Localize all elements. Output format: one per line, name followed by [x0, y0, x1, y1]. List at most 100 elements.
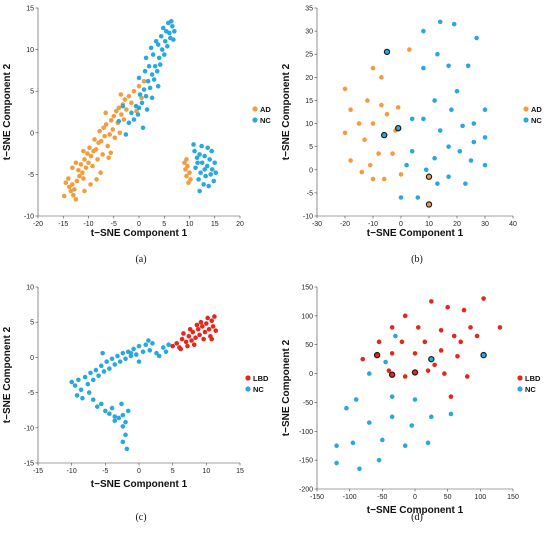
data-point-lbd [360, 356, 366, 362]
x-tick-label: -150 [310, 494, 324, 501]
data-point-nc [161, 52, 167, 57]
data-point-lbd [197, 332, 202, 338]
data-point-nc [109, 356, 115, 362]
data-point-nc [107, 366, 112, 371]
legend-label-nc: NC [531, 116, 542, 125]
y-tick-label: -150 [299, 458, 313, 465]
data-point-nc [128, 350, 134, 356]
data-point-lbd [389, 351, 395, 356]
legend-marker-nc [517, 386, 523, 392]
data-point-ad [183, 167, 188, 172]
data-point-nc [69, 379, 74, 385]
y-axis-label: t−SNE Component 2 [2, 326, 13, 423]
data-point-ad [68, 188, 74, 194]
data-point-ad [395, 105, 401, 110]
data-point-nc [199, 160, 205, 166]
data-point-nc [76, 377, 81, 383]
data-point-lbd [402, 374, 408, 379]
data-point-nc [451, 21, 457, 27]
data-point-nc [435, 51, 440, 57]
y-tick-label: -5 [28, 390, 34, 397]
x-tick-label: 50 [444, 494, 452, 501]
data-point-nc [194, 155, 200, 161]
data-point-lbd [212, 314, 217, 319]
data-point-nc [393, 333, 398, 339]
y-tick-label: 5 [30, 320, 34, 327]
x-tick-label: 15 [211, 221, 219, 228]
data-point-nc [191, 142, 196, 147]
data-point-ad [108, 118, 114, 123]
data-point-lbd [179, 336, 185, 342]
data-point-ad [72, 187, 77, 192]
data-point-nc [112, 418, 118, 424]
y-tick-label: -100 [299, 429, 313, 436]
data-point-ad [66, 176, 71, 181]
data-point-lbd [209, 336, 215, 342]
data-point-lbd [193, 335, 198, 340]
data-point-nc [437, 128, 443, 133]
highlighted-point-lbd [388, 371, 396, 378]
chart-panel-a: -20 -15 -10 -5 0 5 10 15 20 -10 -5 0 5 10 15 t−SNE Comp… [2, 6, 271, 266]
data-point-ad [398, 172, 404, 177]
data-point-ad [129, 100, 134, 106]
data-point-nc [482, 107, 488, 112]
x-tick-label: 100 [474, 494, 486, 501]
data-point-lbd [468, 325, 473, 330]
data-point-nc [155, 83, 161, 89]
x-axis-label: t−SNE Component 1 [91, 479, 188, 490]
data-point-nc [147, 348, 153, 353]
data-point-ad [63, 180, 69, 186]
data-point-nc [196, 177, 201, 182]
data-point-lbd [422, 339, 428, 345]
data-point-nc [82, 374, 88, 380]
legend-marker-ad [523, 106, 529, 112]
y-tick-label: 0 [309, 167, 313, 174]
data-point-lbd [194, 322, 200, 328]
data-point-ad [182, 160, 187, 166]
x-tick-label: 0 [413, 494, 417, 501]
data-point-ad [70, 165, 75, 171]
data-point-nc [409, 423, 415, 428]
data-point-nc [101, 369, 107, 374]
data-point-ad [107, 132, 113, 137]
data-point-nc [98, 363, 104, 369]
highlighted-point-nc [383, 48, 391, 56]
x-tick-label: -30 [312, 221, 322, 228]
data-point-nc [198, 170, 203, 176]
data-point-ad [376, 151, 381, 156]
data-point-nc [126, 120, 132, 126]
legend-marker-lbd [517, 375, 523, 381]
y-tick-label: 30 [305, 29, 313, 36]
data-point-nc [409, 148, 415, 154]
x-tick-label: -20 [340, 221, 350, 228]
data-point-lbd [191, 342, 197, 348]
y-tick-label: 5 [30, 89, 34, 96]
data-point-nc [366, 371, 372, 376]
data-point-ad [188, 177, 193, 182]
data-point-lbd [461, 307, 467, 313]
legend-marker-nc [252, 117, 258, 123]
highlighted-point-nc [395, 124, 402, 132]
data-point-lbd [474, 333, 480, 339]
data-point-nc [353, 397, 359, 402]
data-point-nc [140, 125, 146, 131]
legend-label-lbd: LBD [525, 374, 541, 383]
data-point-lbd [455, 353, 460, 359]
data-point-nc [139, 100, 145, 106]
legend-label-ad: AD [260, 105, 271, 114]
data-point-nc [172, 28, 177, 34]
data-point-nc [366, 420, 372, 425]
data-point-nc [463, 181, 468, 186]
data-point-nc [107, 411, 112, 417]
data-point-nc [171, 37, 176, 42]
data-point-nc [423, 167, 429, 173]
data-point-ad [365, 98, 370, 103]
data-point-nc [116, 118, 122, 124]
data-point-nc [163, 349, 169, 355]
data-point-nc [159, 47, 165, 52]
y-tick-label: 35 [305, 6, 313, 13]
legend-label-ad: AD [531, 105, 542, 114]
data-point-nc [415, 195, 421, 200]
data-point-ad [356, 121, 362, 126]
data-point-nc [163, 28, 169, 34]
